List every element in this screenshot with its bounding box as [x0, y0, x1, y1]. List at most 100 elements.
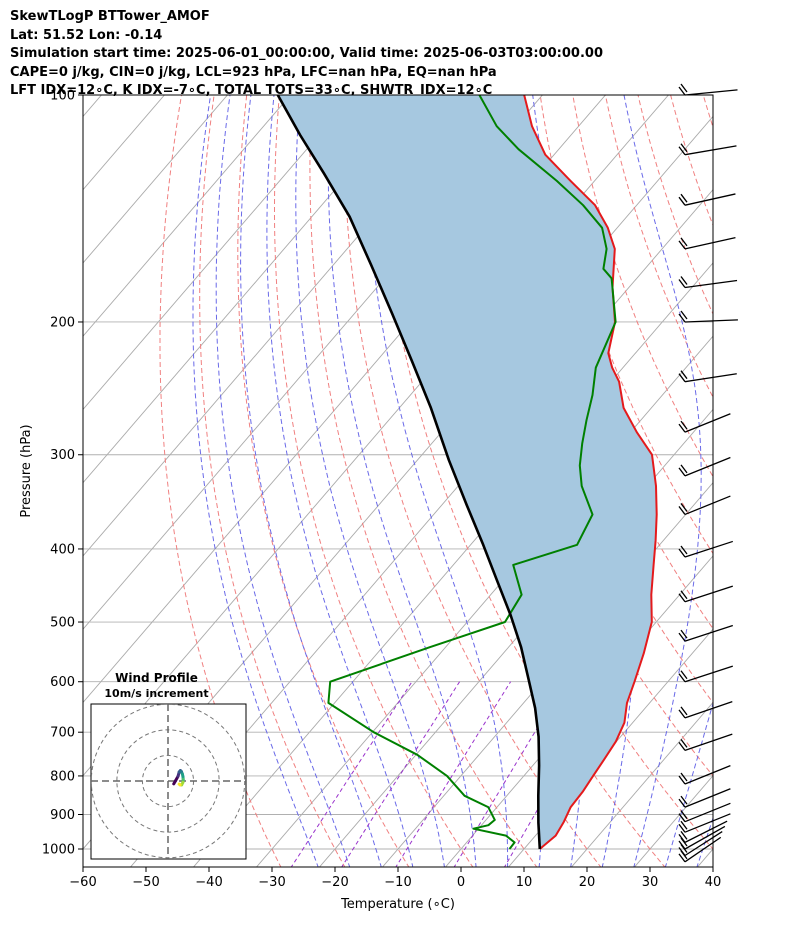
dry-adiabat-line [670, 95, 713, 227]
x-tick-label: −10 [384, 875, 411, 890]
y-tick-label: 1000 [42, 843, 75, 858]
wind-barb [678, 701, 733, 719]
y-axis-label: Pressure (hPa) [19, 424, 34, 517]
profile-lines [276, 95, 658, 850]
wind-barb [678, 765, 731, 785]
x-tick-label: 40 [705, 875, 722, 890]
barb-flag [680, 772, 688, 782]
wind-barb [678, 370, 737, 383]
mixing-ratio-line [341, 681, 461, 867]
wind-barb [678, 413, 731, 433]
barb-flag [680, 629, 688, 639]
dry-adiabat-line [637, 95, 713, 316]
y-tick-label: 800 [50, 769, 75, 784]
y-tick-label: 300 [50, 448, 75, 463]
isotherm-line [507, 628, 713, 867]
dry-adiabat-line [474, 95, 713, 704]
wind-barb [678, 836, 722, 863]
barb-staff [684, 319, 738, 323]
wind-barb [678, 276, 738, 289]
barb-flag [678, 86, 686, 96]
dewpoint-line [327, 95, 617, 850]
wind-barb [678, 585, 734, 603]
barb-staff [684, 825, 726, 850]
barb-staff [684, 413, 731, 433]
x-tick-label: −60 [69, 875, 96, 890]
moist-adiabat-line [192, 95, 319, 867]
wind-barb [678, 813, 731, 833]
barb-flag [678, 373, 686, 383]
barb-flag [680, 844, 688, 853]
barb-staff [684, 802, 731, 823]
barb-staff [684, 831, 723, 857]
barb-staff [684, 765, 731, 785]
dry-adiabat-line [159, 95, 282, 867]
indices-line-1: CAPE=0 j/kg, CIN=0 j/kg, LCL=923 hPa, LF… [10, 64, 497, 80]
barb-flag [678, 775, 686, 785]
chart-title: SkewTLogP BTTower_AMOF [10, 9, 210, 24]
barb-flag [678, 467, 686, 477]
parcel-line [276, 95, 542, 850]
barb-flag [680, 706, 688, 716]
dry-adiabat-line [274, 95, 474, 867]
barb-staff [684, 733, 733, 752]
barb-flag [680, 503, 688, 512]
wind-barb [678, 310, 738, 323]
barb-flag [680, 850, 688, 860]
y-tick-label: 200 [50, 315, 75, 330]
wind-barb [678, 665, 734, 683]
barb-flag [680, 545, 688, 555]
x-tick-label: −30 [258, 875, 285, 890]
isotherm-line [83, 95, 355, 411]
barb-flag [678, 240, 686, 250]
x-tick-label: −40 [195, 875, 222, 890]
barb-staff [684, 585, 734, 603]
barb-flag [678, 196, 686, 206]
barb-staff [684, 836, 722, 863]
barb-flag [678, 673, 686, 683]
barb-flag [680, 83, 688, 93]
barb-flag [678, 823, 686, 833]
hodograph-title: Wind Profile [115, 671, 198, 685]
wind-barb [678, 143, 737, 156]
wind-barb [678, 456, 731, 477]
temperature-line [523, 95, 658, 850]
barb-staff [684, 89, 738, 96]
x-axis-label: Temperature (∘C) [340, 897, 455, 912]
axes: −60 −50 −40 −30 −20 −10 0 10 20 30 40 1000 900 800 700… [19, 89, 721, 913]
moist-adiabat-line [664, 701, 713, 867]
barb-flag [680, 143, 688, 153]
wind-barb [678, 788, 731, 808]
mixing-ratio-line [395, 681, 512, 867]
barb-flag [678, 279, 686, 288]
wind-barb [678, 733, 733, 752]
wind-barb [678, 495, 731, 516]
barb-flag [678, 853, 686, 863]
moist-adiabat-line [623, 95, 702, 867]
isotherm-line [760, 88, 794, 868]
x-tick-label: 30 [642, 875, 659, 890]
hodograph-grid [91, 704, 246, 859]
dry-adiabat-line [702, 95, 713, 129]
time-line: Simulation start time: 2025-06-01_00:00:… [10, 46, 603, 61]
barb-staff [684, 540, 734, 558]
mixing-ratio-line [290, 681, 413, 867]
dry-adiabat-line [539, 95, 713, 555]
indices-line-2: LFT IDX=12∘C, K IDX=-7∘C, TOTAL TOTS=33∘… [10, 83, 493, 98]
barb-flag [678, 423, 686, 433]
barb-flag [680, 810, 688, 820]
barb-flag [680, 830, 688, 840]
barb-staff [684, 237, 736, 250]
wind-barb [678, 802, 731, 823]
barb-flag [678, 593, 686, 603]
hodograph: Wind Profile 10m/s increment [90, 671, 247, 860]
barb-staff [684, 813, 731, 833]
barb-flag [680, 670, 688, 680]
moist-adiabat-line [215, 95, 351, 867]
moist-adiabat-line [240, 95, 382, 867]
barb-staff [684, 495, 731, 516]
moist-adiabat-line [266, 95, 414, 867]
barb-flag [680, 276, 688, 285]
x-tick-label: 0 [457, 875, 465, 890]
